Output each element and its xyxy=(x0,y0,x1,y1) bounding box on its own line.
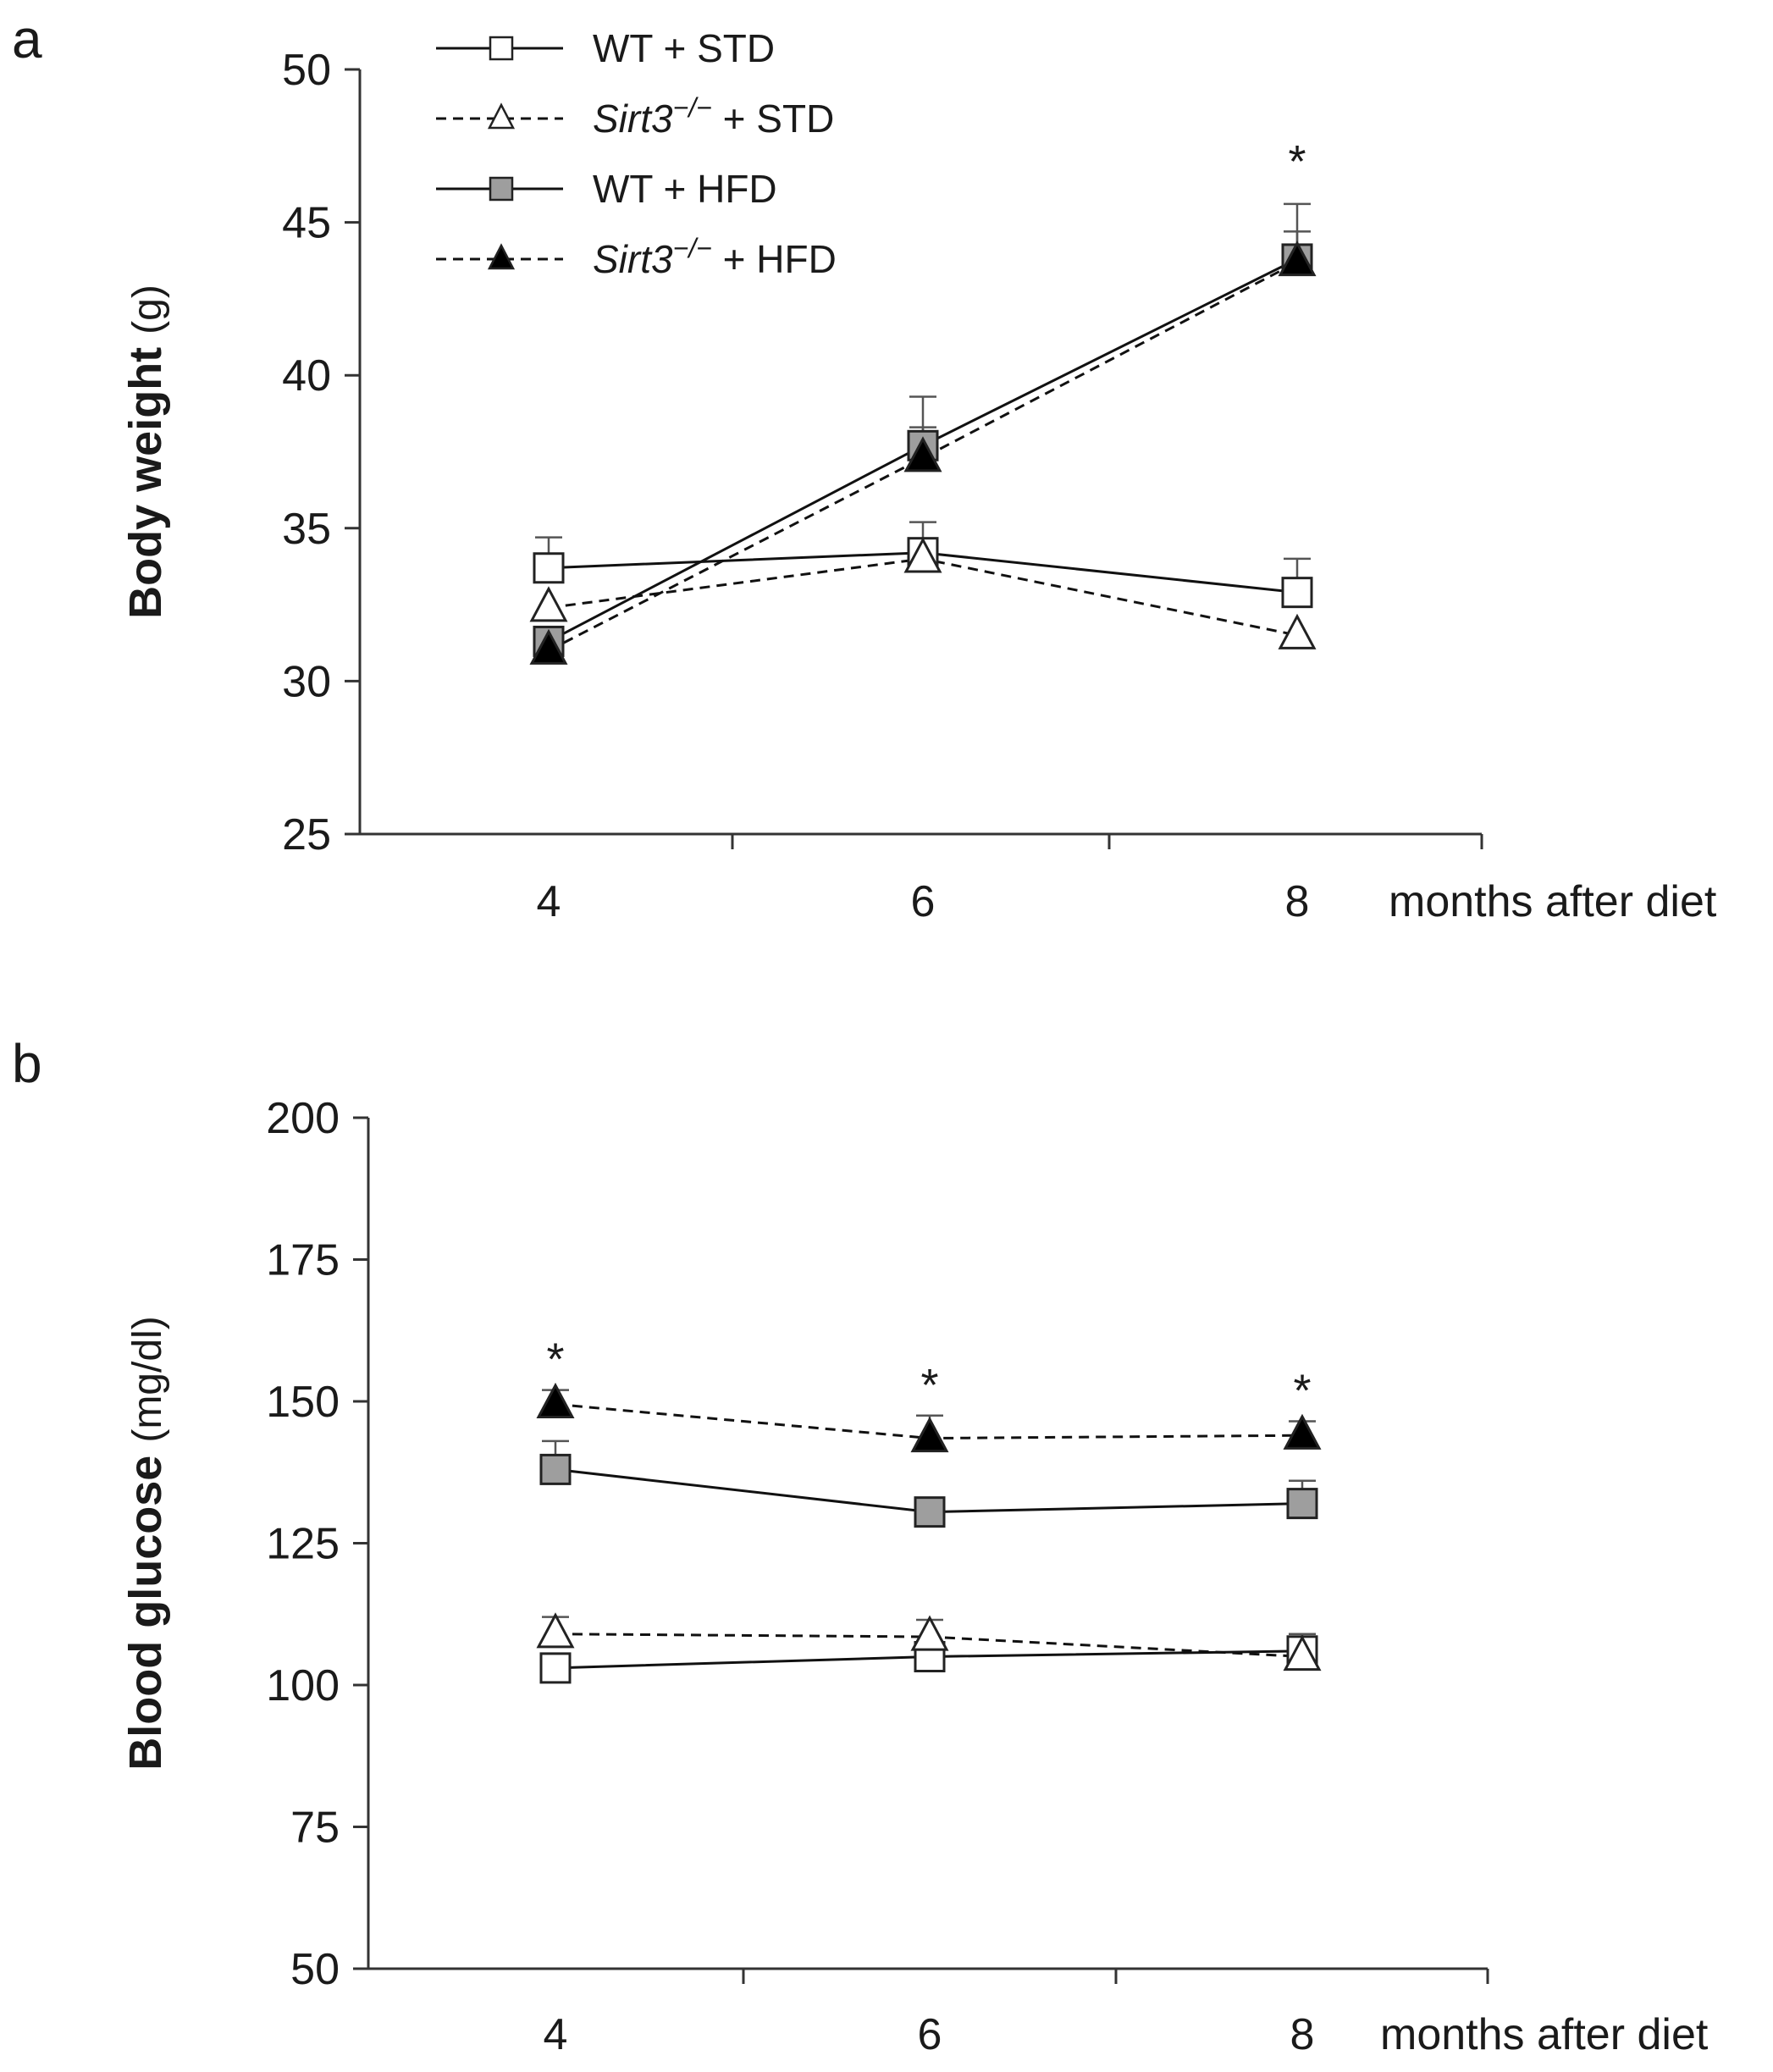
data-point-sirt3-hfd xyxy=(1283,1413,1322,1450)
significance-star: * xyxy=(1288,136,1306,187)
legend-marker xyxy=(487,243,516,270)
data-point-sirt3-std xyxy=(529,586,568,622)
y-axis-label-unit: (g) xyxy=(125,285,170,334)
legend-label-suffix: + STD xyxy=(653,26,775,70)
x-tick-label: 4 xyxy=(544,2010,568,2059)
legend-label-superscript: −/− xyxy=(673,92,712,123)
legend-label-suffix: + HFD xyxy=(653,167,777,211)
data-point-sirt3-hfd xyxy=(903,436,942,472)
legend-label-suffix: + STD xyxy=(712,97,834,141)
data-point-sirt3-std xyxy=(536,1612,575,1649)
y-tick-label: 45 xyxy=(282,199,331,248)
panel-letter: b xyxy=(12,1033,42,1094)
legend-label: WT + HFD xyxy=(593,167,777,211)
legend-marker xyxy=(487,102,516,130)
y-tick-label: 100 xyxy=(266,1661,340,1710)
x-tick-label: 6 xyxy=(911,877,936,926)
y-tick-label: 30 xyxy=(282,657,331,706)
y-axis-label-unit: (mg/dl) xyxy=(125,1316,170,1442)
x-tick-label: 8 xyxy=(1290,2010,1315,2059)
legend-label-prefix: WT xyxy=(593,167,653,211)
legend-marker xyxy=(489,176,514,202)
y-tick-label: 50 xyxy=(290,1945,340,1994)
series-wt-hfd-errorbars xyxy=(909,202,1311,446)
x-tick-label: 6 xyxy=(918,2010,942,2059)
legend-item: Sirt3−/− + HFD xyxy=(436,233,837,281)
significance-star: * xyxy=(920,1360,938,1411)
data-point-sirt3-std xyxy=(1278,613,1317,649)
legend-item: WT + HFD xyxy=(436,167,777,211)
series-sirt3-hfd-errorbars xyxy=(909,230,1311,458)
data-point-wt-std xyxy=(1281,577,1313,609)
legend-label-prefix: Sirt3 xyxy=(593,237,673,281)
y-tick-label: 175 xyxy=(266,1236,340,1285)
legend-label-superscript: −/− xyxy=(673,233,712,263)
data-point-sirt3-hfd xyxy=(529,628,568,665)
legend-label: Sirt3−/− + HFD xyxy=(593,233,837,281)
data-point-sirt3-hfd xyxy=(910,1417,949,1453)
x-tick-label: 4 xyxy=(537,877,561,926)
legend-label: Sirt3−/− + STD xyxy=(593,92,834,141)
panel-a-body-weight-chart: a 25 30 35 40 45 50 4 6 8 months after diet Body we… xyxy=(12,8,1717,926)
legend-label-prefix: Sirt3 xyxy=(593,97,673,141)
y-tick-label: 125 xyxy=(266,1520,340,1569)
data-point-sirt3-std xyxy=(1283,1634,1322,1671)
y-axis-label: Blood glucose (mg/dl) xyxy=(120,1316,171,1770)
legend-marker xyxy=(489,36,514,61)
y-tick-label: 50 xyxy=(282,46,331,95)
legend-item: Sirt3−/− + STD xyxy=(436,92,834,141)
legend-label: WT + STD xyxy=(593,26,775,70)
y-axis-label-main: Blood glucose xyxy=(120,1443,171,1771)
legend-label-prefix: WT xyxy=(593,26,653,70)
legend-item: WT + STD xyxy=(436,26,775,70)
y-tick-label: 75 xyxy=(290,1804,340,1853)
y-tick-label: 200 xyxy=(266,1094,340,1143)
data-point-sirt3-std xyxy=(910,1615,949,1651)
x-axis-label: months after diet xyxy=(1380,2010,1709,2059)
y-axis-label-main: Body weight xyxy=(120,334,171,619)
data-point-wt-std xyxy=(533,552,565,584)
y-tick-label: 150 xyxy=(266,1378,340,1427)
y-axis-label: Body weight (g) xyxy=(120,285,171,619)
data-point-wt-hfd xyxy=(539,1453,572,1485)
data-point-sirt3-hfd xyxy=(1278,240,1317,277)
panel-b-blood-glucose-chart: b 50 75 100 125 150 175 200 4 6 8 months after diet… xyxy=(12,1033,1709,2059)
x-axis-label: months after diet xyxy=(1389,877,1717,926)
significance-star: * xyxy=(546,1334,564,1385)
data-point-sirt3-std xyxy=(903,537,942,573)
data-point-wt-hfd xyxy=(914,1496,946,1528)
series-sirt3-std-errorbars xyxy=(542,1616,943,1638)
significance-star: * xyxy=(1293,1365,1311,1416)
data-point-wt-hfd xyxy=(1286,1488,1318,1520)
panel-letter: a xyxy=(12,8,42,69)
y-tick-label: 40 xyxy=(282,351,331,401)
data-point-wt-std xyxy=(539,1652,572,1684)
data-point-sirt3-hfd xyxy=(536,1382,575,1418)
y-tick-label: 25 xyxy=(282,810,331,859)
legend-label-suffix: + HFD xyxy=(712,237,837,281)
series-line-sirt3-hfd xyxy=(548,261,1298,652)
x-tick-label: 8 xyxy=(1285,877,1310,926)
y-tick-label: 35 xyxy=(282,505,331,554)
